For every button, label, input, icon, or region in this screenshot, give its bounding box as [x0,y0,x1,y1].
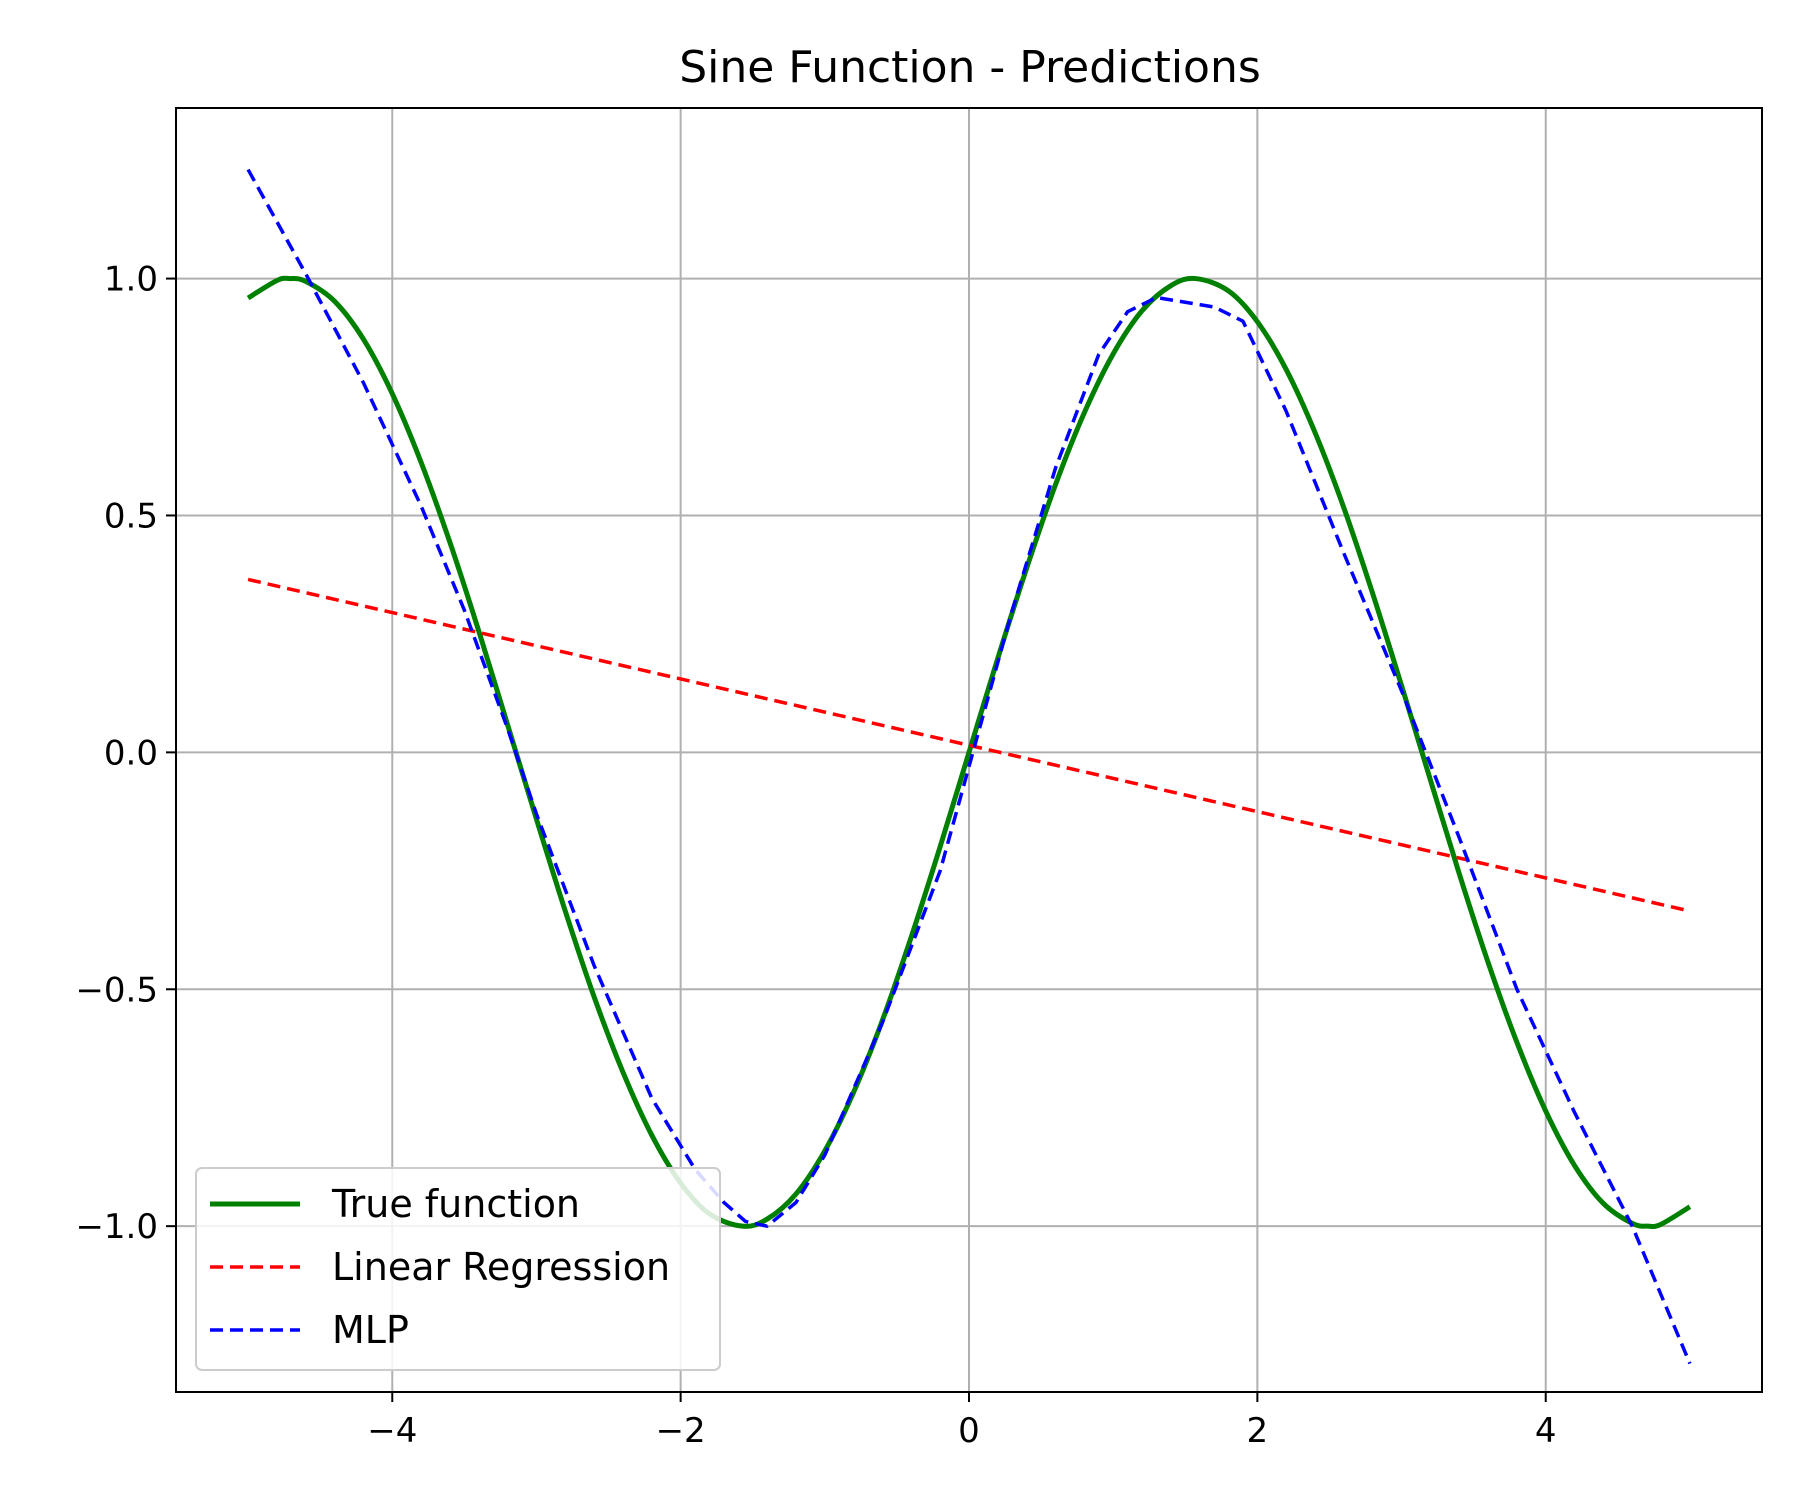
legend-box [195,1167,721,1371]
y-tick-label: −1.0 [75,1207,158,1247]
x-tick-label: −2 [656,1411,706,1451]
series-line-true-function [246,275,1692,1229]
y-tick-label: 1.0 [104,260,158,300]
legend: True function Linear Regression MLP [195,1167,721,1371]
x-tick-label: −4 [367,1411,417,1451]
y-tick-label: −0.5 [75,970,158,1010]
legend-label-linear-regression: Linear Regression [332,1245,670,1289]
x-tick-label: 2 [1247,1411,1269,1451]
series-line-linear-regression [247,577,1691,913]
x-tick-label: 4 [1535,1411,1557,1451]
y-tick-label: 0.0 [104,733,158,773]
series-line-mlp [246,168,1692,1365]
x-tick-label: 0 [958,1411,980,1451]
plot-lines [246,168,1692,1365]
legend-label-true-function: True function [331,1182,580,1226]
y-tick-label: 0.5 [104,496,158,536]
chart-title: Sine Function - Predictions [679,42,1261,93]
legend-label-mlp: MLP [332,1308,409,1352]
axis-ticks: −4 −2 0 2 4 −1.0 −0.5 0.0 0.5 1.0 [75,260,1556,1451]
